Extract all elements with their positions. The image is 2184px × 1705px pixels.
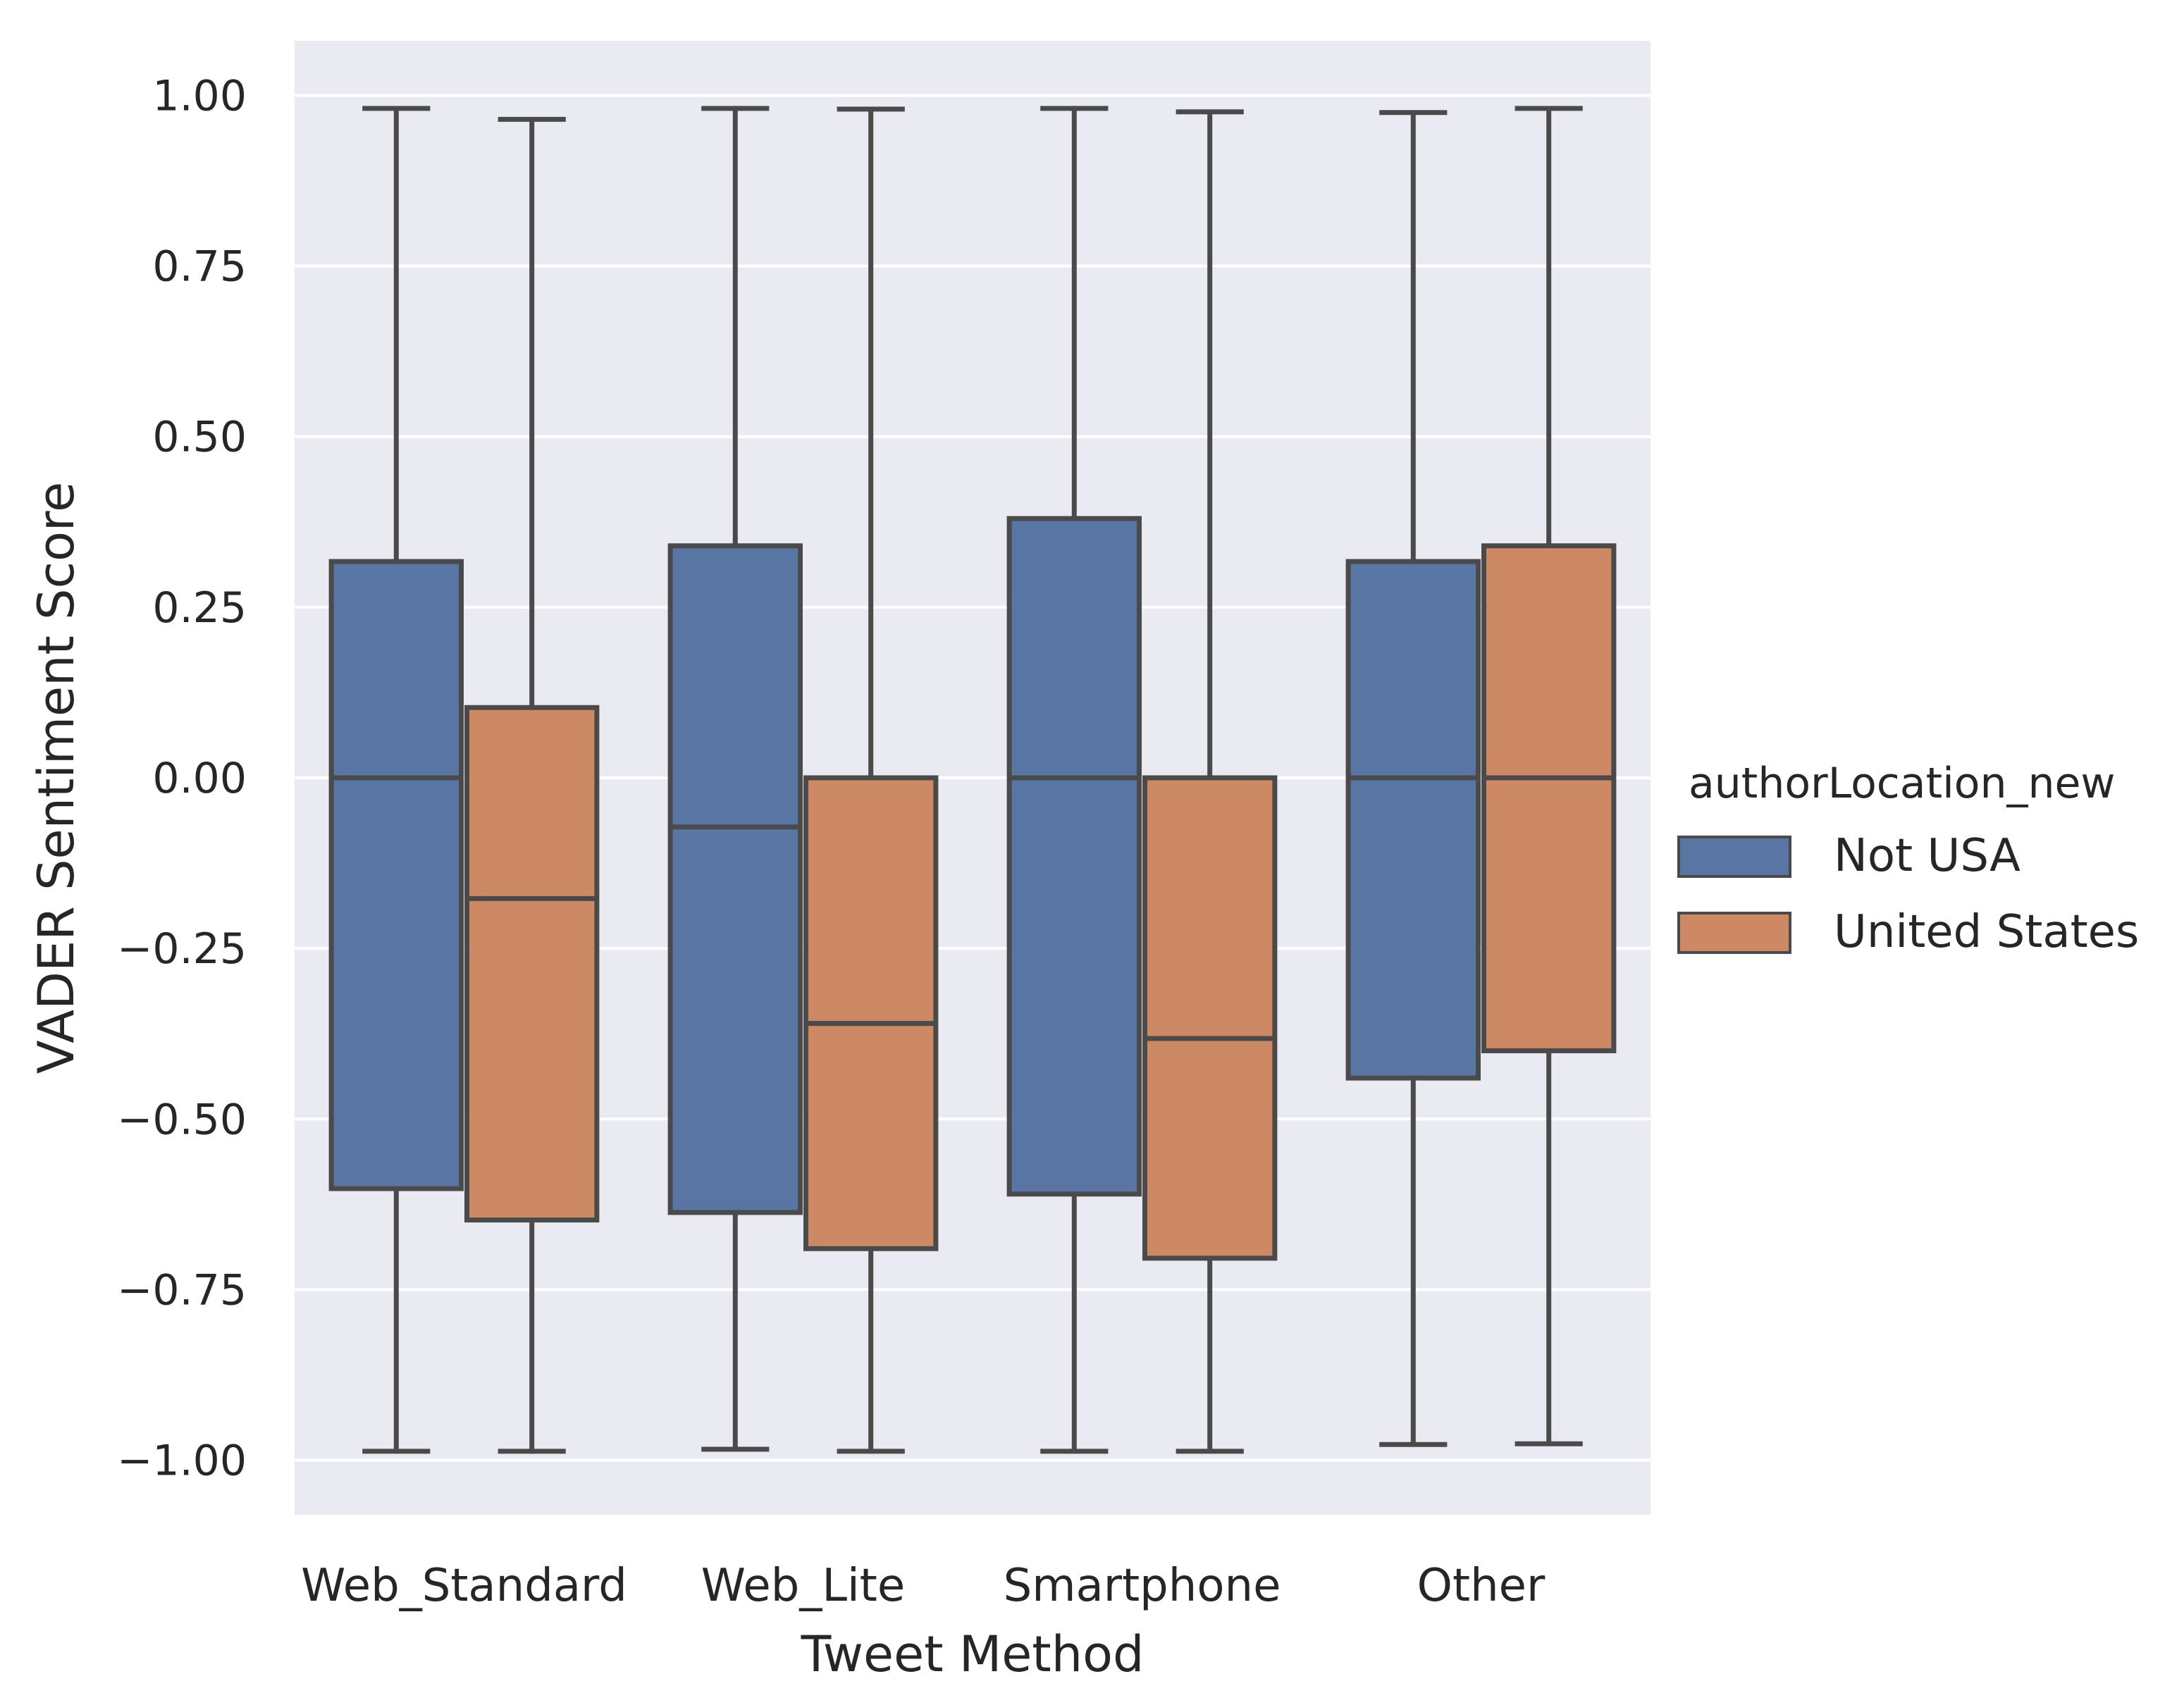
gridlines bbox=[295, 94, 1651, 1462]
box-iqr bbox=[1481, 543, 1617, 1053]
box-Web_Standard-1 bbox=[464, 116, 600, 1454]
box-Web_Lite-1 bbox=[803, 106, 939, 1454]
box-iqr bbox=[667, 543, 803, 1215]
box-iqr bbox=[328, 559, 464, 1191]
x-tick-label: Other bbox=[1417, 1560, 1546, 1612]
legend-item: United States bbox=[1677, 906, 2139, 958]
y-tick-labels: 1.00 0.75 0.50 0.25 0.00 −0.25 −0.50 −0.75 −1.00 bbox=[117, 71, 247, 1485]
y-tick-label: 0.25 bbox=[152, 583, 247, 633]
y-tick-label: 0.00 bbox=[152, 754, 247, 803]
y-tick-label: −0.25 bbox=[117, 924, 247, 974]
x-axis-label: Tweet Method bbox=[801, 1625, 1145, 1683]
legend-label: Not USA bbox=[1834, 830, 2020, 882]
box-iqr bbox=[464, 705, 600, 1223]
legend-title: authorLocation_new bbox=[1689, 759, 2116, 808]
y-tick-label: 1.00 bbox=[152, 71, 247, 120]
x-tick-label: Web_Standard bbox=[301, 1560, 627, 1612]
box-series bbox=[328, 106, 1617, 1454]
y-tick-label: 0.75 bbox=[152, 242, 247, 292]
legend: authorLocation_new Not USA United States bbox=[1677, 759, 2139, 958]
x-tick-labels: Web_Standard Web_Lite Smartphone Other bbox=[301, 1560, 1546, 1612]
box-Web_Lite-0 bbox=[667, 106, 803, 1452]
box-Other-0 bbox=[1345, 110, 1481, 1447]
box-iqr bbox=[1006, 516, 1142, 1197]
legend-label: United States bbox=[1834, 906, 2139, 958]
y-tick-label: −0.75 bbox=[117, 1265, 247, 1315]
y-tick-label: −0.50 bbox=[117, 1095, 247, 1144]
legend-swatch bbox=[1677, 912, 1791, 954]
legend-item: Not USA bbox=[1677, 830, 2020, 882]
y-axis-label: VADER Sentiment Score bbox=[27, 482, 85, 1074]
x-tick-label: Web_Lite bbox=[701, 1560, 905, 1612]
legend-swatch bbox=[1677, 836, 1791, 878]
box-iqr bbox=[1345, 559, 1481, 1081]
box-Smartphone-0 bbox=[1006, 106, 1142, 1454]
box-iqr bbox=[803, 775, 939, 1251]
box-Other-1 bbox=[1481, 106, 1617, 1446]
y-tick-label: −1.00 bbox=[117, 1437, 247, 1486]
box-Smartphone-1 bbox=[1142, 109, 1278, 1454]
y-tick-label: 0.50 bbox=[152, 413, 247, 462]
box-Web_Standard-0 bbox=[328, 106, 464, 1454]
x-tick-label: Smartphone bbox=[1004, 1560, 1281, 1612]
box-iqr bbox=[1142, 775, 1278, 1261]
